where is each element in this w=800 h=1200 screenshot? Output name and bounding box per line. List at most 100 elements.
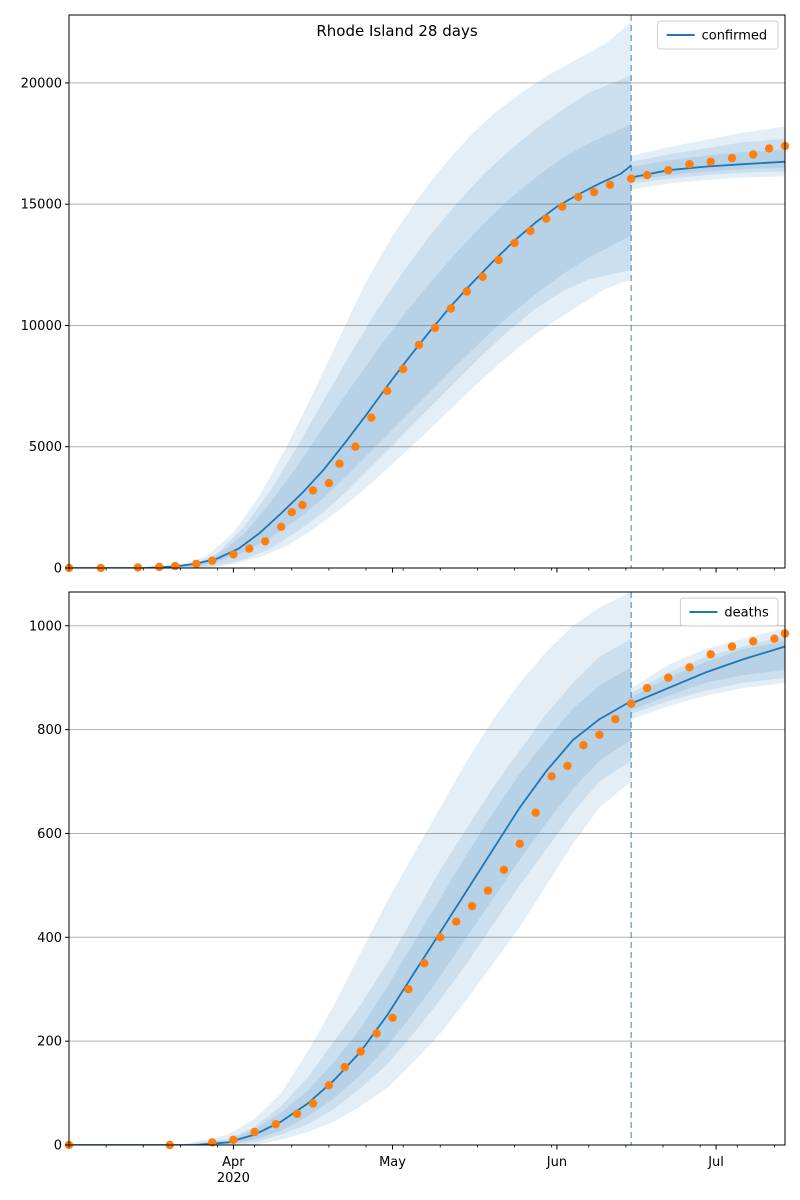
deaths-observed-point xyxy=(685,663,694,672)
deaths-observed-point xyxy=(340,1062,349,1072)
deaths-axes-frame xyxy=(68,591,786,1146)
deaths-observed-point xyxy=(308,1099,318,1108)
confirmed-observed-point xyxy=(494,255,503,265)
deaths-legend: deaths xyxy=(679,597,779,627)
deaths-observed-point xyxy=(727,642,737,651)
deaths-xtick-label: Jun xyxy=(546,1155,567,1170)
confirmed-observed-point xyxy=(430,323,440,333)
deaths-observed-point xyxy=(420,959,429,968)
figure-title: Rhode Island 28 days xyxy=(316,22,477,40)
confirmed-observed-point xyxy=(706,157,715,166)
deaths-observed-point xyxy=(563,761,572,771)
confirmed-observed-point xyxy=(749,150,758,159)
confirmed-observed-point xyxy=(351,442,360,451)
confirmed-model-line xyxy=(69,160,785,568)
confirmed-median-line xyxy=(631,160,785,179)
deaths-median-line xyxy=(69,700,632,1145)
confirmed-axes-frame xyxy=(68,14,786,569)
deaths-legend-label: deaths xyxy=(724,606,769,621)
confirmed-observed-point xyxy=(308,486,318,495)
deaths-observed-point xyxy=(250,1127,259,1137)
deaths-band-outer xyxy=(180,592,632,1145)
confirmed-median-line xyxy=(69,164,632,568)
deaths-observed-point xyxy=(515,839,524,848)
confirmed-observed-point xyxy=(208,556,217,565)
deaths-observed-point xyxy=(467,901,477,911)
confirmed-observed-point xyxy=(298,500,307,510)
deaths-observed-point xyxy=(627,699,636,708)
deaths-ytick-label: 1000 xyxy=(29,619,62,634)
confirmed-x-axis xyxy=(68,568,775,573)
deaths-ytick-label: 800 xyxy=(37,723,62,738)
confirmed-observed-point xyxy=(510,238,519,248)
deaths-band-middle xyxy=(631,636,785,714)
deaths-band-inner xyxy=(180,667,632,1145)
deaths-observed-point xyxy=(770,634,779,643)
deaths-band-middle xyxy=(180,638,632,1145)
confirmed-observed-point xyxy=(276,522,286,531)
deaths-y-axis: 0 200 400 600 800 1000 xyxy=(29,619,69,1154)
deaths-observed-point xyxy=(324,1081,334,1090)
deaths-observed-point xyxy=(356,1047,365,1056)
deaths-observed-point xyxy=(271,1120,280,1129)
confirmed-ytick-label: 5000 xyxy=(29,440,62,455)
deaths-observed-point xyxy=(229,1135,238,1145)
deaths-band-outer xyxy=(631,628,785,720)
confirmed-ytick-label: 15000 xyxy=(21,198,62,213)
confirmed-observed-point xyxy=(574,192,583,202)
confirmed-ytick-label: 20000 xyxy=(21,76,62,91)
confirmed-observed-point xyxy=(542,214,551,223)
deaths-ytick-label: 0 xyxy=(54,1139,62,1154)
confirmed-panel: 0 5000 10000 15000 20000 Rhode Island 28 day… xyxy=(21,14,790,577)
confirmed-observed-point xyxy=(367,413,376,422)
confirmed-observed-point xyxy=(245,544,254,553)
confirmed-observed-point xyxy=(155,562,164,572)
deaths-xtick-year-label: 2020 xyxy=(217,1171,250,1186)
deaths-observed-point xyxy=(749,637,758,646)
confirmed-legend-label: confirmed xyxy=(702,29,768,44)
confirmed-observed-point xyxy=(589,187,599,197)
deaths-observed-point xyxy=(372,1029,381,1038)
confirmed-observed-point xyxy=(287,508,296,517)
deaths-observed-point xyxy=(483,886,493,895)
confirmed-ytick-label: 10000 xyxy=(21,319,62,334)
deaths-legend-box xyxy=(679,597,779,627)
confirmed-observed-point xyxy=(446,304,456,313)
confirmed-observed-point xyxy=(261,537,270,546)
deaths-observed-point xyxy=(664,673,673,682)
confirmed-observed-point xyxy=(335,459,344,468)
confirmed-observed-point xyxy=(462,287,471,296)
confirmed-observed-point xyxy=(664,166,673,175)
confirmed-legend-box xyxy=(657,20,779,50)
confirmed-observed-point xyxy=(605,180,615,189)
deaths-observed-point xyxy=(531,808,540,817)
deaths-observed-point xyxy=(642,683,652,693)
deaths-ytick-label: 600 xyxy=(37,827,62,842)
deaths-observed-point xyxy=(706,650,715,659)
deaths-observed-point xyxy=(388,1013,397,1022)
deaths-observed-point xyxy=(404,985,413,994)
deaths-observed-point xyxy=(547,772,556,781)
confirmed-observed-point xyxy=(727,153,737,163)
confirmed-band-outer xyxy=(143,22,632,568)
deaths-observed-point xyxy=(452,917,461,926)
confirmed-observed-point xyxy=(229,550,238,559)
deaths-xtick-label: May xyxy=(379,1155,406,1170)
deaths-observed-point xyxy=(436,933,445,942)
confirmed-ytick-label: 0 xyxy=(54,562,62,577)
confirmed-observed-point xyxy=(764,144,774,153)
deaths-observed-point xyxy=(595,730,604,739)
deaths-observed-point xyxy=(292,1109,302,1119)
deaths-xtick-label: Apr xyxy=(222,1155,245,1170)
deaths-ytick-label: 200 xyxy=(37,1035,62,1050)
confirmed-observed-point xyxy=(627,174,636,183)
confirmed-band-inner xyxy=(143,124,632,568)
deaths-observed-point xyxy=(611,715,620,724)
confirmed-observed-point xyxy=(642,170,652,180)
confirmed-y-axis: 0 5000 10000 15000 20000 xyxy=(21,76,69,577)
confirmed-observed-point xyxy=(526,226,535,236)
confirmed-observed-point xyxy=(383,386,392,396)
deaths-observed-point xyxy=(579,741,588,750)
